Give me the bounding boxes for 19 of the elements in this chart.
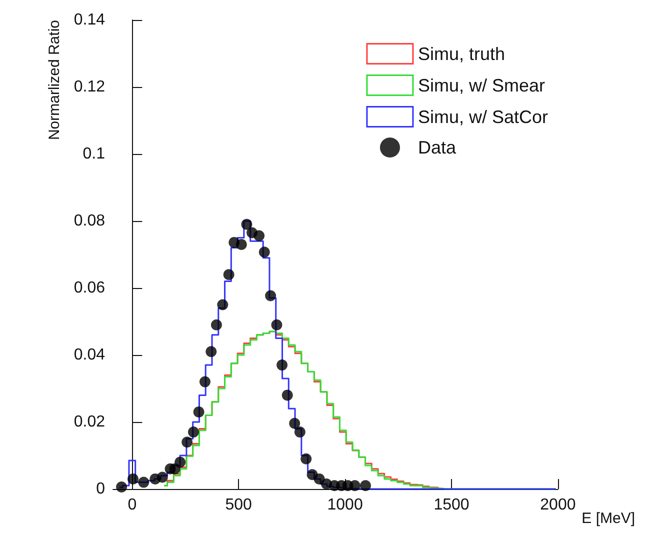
- y-axis-title: Normarlized Ratio: [46, 20, 64, 140]
- x-tick-label: 500: [225, 496, 252, 514]
- legend-label: Simu, w/ SatCor: [418, 106, 548, 127]
- y-tick-label: 0.04: [74, 346, 106, 364]
- y-tick-label: 0.1: [82, 146, 106, 162]
- y-tick-label: 0.06: [74, 280, 106, 296]
- x-tick-label: 1000: [327, 496, 363, 514]
- y-tick-label: 0.08: [74, 212, 106, 230]
- x-tick-label: 1500: [434, 496, 470, 514]
- legend-label: Simu, truth: [418, 44, 505, 64]
- x-tick-label: 0: [128, 496, 137, 514]
- y-tick-label: 0.14: [74, 12, 106, 28]
- y-tick-label: 0.02: [74, 414, 106, 430]
- legend-label: Simu, w/ Smear: [418, 75, 545, 96]
- y-tick-label: 0.12: [74, 78, 106, 96]
- legend-label: Data: [418, 138, 457, 158]
- x-axis-title: E [MeV]: [582, 510, 635, 527]
- x-tick-label: 2000: [540, 496, 576, 514]
- y-tick-label: 0: [96, 480, 106, 498]
